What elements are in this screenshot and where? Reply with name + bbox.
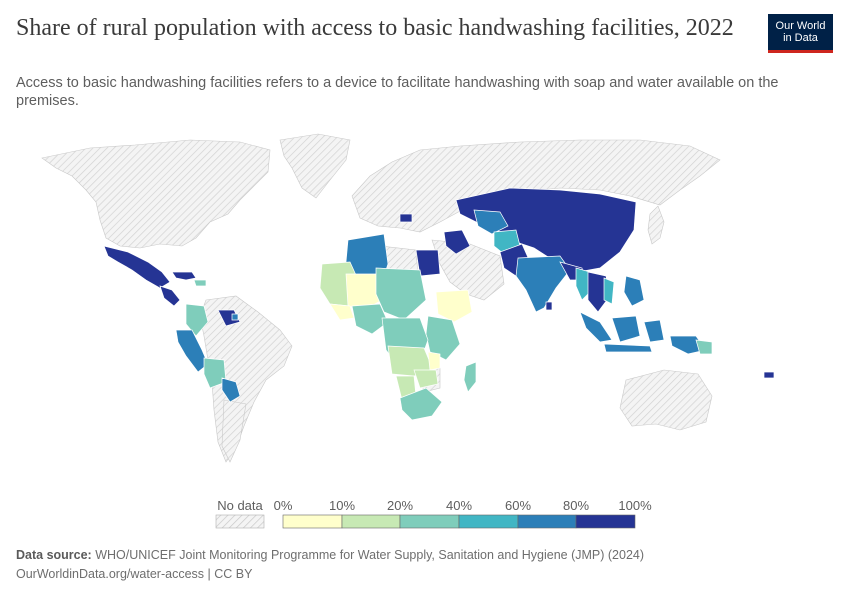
region-south-africa	[399, 387, 443, 421]
region-png-east	[695, 339, 713, 355]
legend-tick-label: 10%	[329, 498, 355, 513]
region-ethiopia	[435, 289, 473, 323]
legend-bin-40-60[interactable]	[458, 514, 519, 529]
region-indonesia-sumatra	[579, 311, 613, 343]
legend-tick-label: 40%	[446, 498, 472, 513]
region-central-asia	[473, 209, 509, 235]
legend-tick-label: 100%	[618, 498, 652, 513]
region-caucasus	[399, 213, 413, 223]
region-central-america	[159, 285, 181, 307]
region-north-america	[41, 139, 271, 249]
data-source-text: WHO/UNICEF Joint Monitoring Programme fo…	[95, 548, 645, 562]
data-source-line: Data source: WHO/UNICEF Joint Monitoring…	[16, 546, 644, 565]
legend-bin-10-20[interactable]	[341, 514, 401, 529]
region-india	[515, 255, 571, 313]
legend-tick-label: 0%	[274, 498, 293, 513]
region-sulawesi	[643, 319, 665, 343]
region-egypt	[415, 249, 441, 277]
region-madagascar	[463, 361, 477, 393]
legend-bin-20-40[interactable]	[399, 514, 460, 529]
legend-tick-label: 60%	[505, 498, 531, 513]
data-source-label: Data source:	[16, 548, 92, 562]
region-pacific-islands	[763, 371, 775, 379]
region-philippines	[623, 275, 645, 307]
region-iraq-syria	[443, 229, 471, 255]
source-url-link[interactable]: OurWorldinData.org/water-access	[16, 567, 205, 581]
legend-tick-label: 20%	[387, 498, 413, 513]
region-paraguay	[221, 377, 241, 403]
region-japan	[647, 205, 665, 245]
legend-bin-80-100[interactable]	[575, 514, 636, 529]
legend-no-data-label: No data	[217, 498, 263, 513]
license-label: CC BY	[214, 567, 253, 581]
legend-no-data-swatch	[215, 514, 265, 529]
region-caribbean-2	[193, 279, 207, 287]
region-malawi	[427, 351, 441, 371]
region-zimbabwe	[413, 369, 439, 389]
region-mexico	[103, 245, 171, 289]
legend-bin-60-80[interactable]	[517, 514, 577, 529]
world-map[interactable]	[0, 118, 850, 498]
map-legend: No data 0% 10% 20% 40% 60% 80% 100%	[215, 498, 652, 529]
chart-title: Share of rural population with access to…	[16, 15, 734, 41]
region-suriname	[231, 313, 239, 321]
region-myanmar	[575, 267, 591, 301]
chart-footer: Data source: WHO/UNICEF Joint Monitoring…	[16, 546, 644, 584]
region-west-coast	[329, 303, 355, 321]
region-bolivia	[203, 357, 227, 389]
region-caribbean	[171, 271, 197, 281]
region-australia	[619, 369, 713, 431]
region-indonesia-borneo	[611, 315, 641, 343]
region-nigeria	[351, 303, 389, 335]
region-indonesia-java	[603, 343, 653, 353]
logo-line-1: Our World	[775, 19, 826, 32]
region-middle-east	[431, 239, 505, 301]
logo-line-2: in Data	[783, 32, 818, 44]
region-vietnam	[603, 277, 615, 305]
region-colombia	[185, 303, 209, 337]
owid-logo[interactable]: Our World in Data	[768, 14, 833, 53]
legend-tick-label: 80%	[563, 498, 589, 513]
region-sri-lanka	[545, 301, 553, 311]
legend-bin-0-10[interactable]	[282, 514, 343, 529]
region-ecuador-peru	[175, 329, 209, 373]
region-europe-russia	[351, 139, 721, 233]
chart-subtitle: Access to basic handwashing facilities r…	[16, 75, 779, 109]
region-argentina-chile	[221, 399, 247, 463]
region-greenland	[279, 133, 351, 199]
license-line: OurWorldinData.org/water-access | CC BY	[16, 567, 253, 581]
